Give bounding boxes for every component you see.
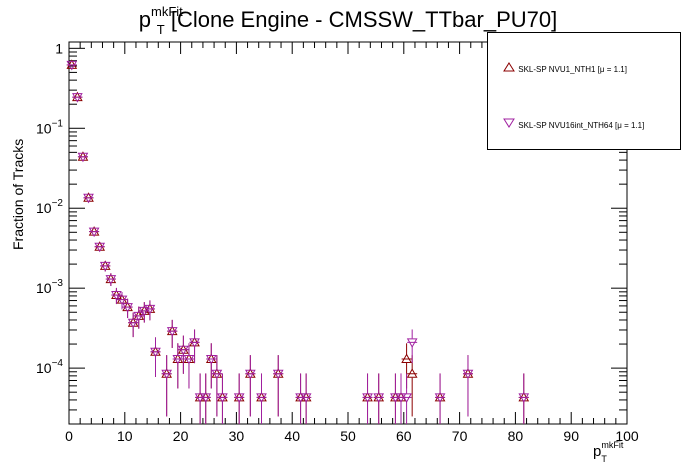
legend-entry-nvu16: SKL-SP NVU16int_NTH64 [μ = 1.1] [502,118,644,130]
data-point-nvu16 [105,275,117,285]
y-tick-label: 1 [55,40,63,56]
data-point-nvu16 [116,295,128,306]
data-point-nvu16 [172,355,184,365]
triangle-up-icon [503,62,515,72]
data-point-nvu1 [406,368,418,378]
data-point-nvu16 [233,393,245,403]
y-tick-label: 10−1 [36,118,63,136]
axis-ticks-layer: 0 10 20 30 40 50 60 70 80 90 100 10−4 10−3 10−2 10−1 1 [36,40,639,444]
data-point-nvu16 [183,355,195,365]
x-tick-label: 40 [284,428,300,444]
data-point-nvu16 [217,393,228,403]
data-point-nvu16 [88,227,100,238]
data-point-nvu16 [111,291,122,301]
data-point-nvu16 [150,347,161,358]
data-point-nvu16 [178,345,189,356]
x-axis-label: pmkFit T [593,440,623,464]
chart-title: pmkFit T [Clone Engine - CMSSW_TTbar_PU70… [0,4,696,37]
data-point-nvu16 [72,93,83,103]
legend: SKL-SP NVU1_NTH1 [μ = 1.1] SKL-SP NVU16i… [487,32,681,150]
data-point-nvu16 [161,369,173,380]
x-tick-label: 0 [65,428,73,444]
x-tick-label: 80 [508,428,524,444]
data-point-nvu16 [200,393,212,403]
data-point-nvu16 [166,327,178,337]
x-axis-label-main: p [593,443,602,460]
data-point-nvu16 [362,393,373,403]
data-point-nvu16 [66,60,78,71]
data-point-nvu16 [300,393,312,403]
title-superscript: mkFit [151,4,183,19]
data-point-nvu16 [189,338,200,348]
data-point-nvu16 [83,193,94,204]
title-rest: [Clone Engine - CMSSW_TTbar_PU70] [164,7,558,32]
x-tick-label: 70 [452,428,468,444]
x-tick-label: 50 [340,428,356,444]
data-point-nvu16 [138,306,150,317]
y-tick-label: 10−2 [36,198,63,216]
data-point-nvu16 [462,369,474,380]
data-point-nvu16 [256,393,267,403]
data-point-nvu16 [99,261,111,272]
data-point-nvu16 [205,355,217,365]
x-axis-label-sub: T [601,454,607,464]
data-point-nvu16 [272,369,284,380]
data-point-nvu16 [122,303,133,313]
data-markers-layer [66,59,530,424]
data-point-nvu16 [406,338,418,348]
data-point-nvu16 [434,393,446,403]
x-tick-label: 10 [117,428,133,444]
data-point-nvu16 [518,393,530,403]
data-point-nvu1 [401,353,412,364]
x-tick-label: 20 [173,428,189,444]
triangle-down-icon [503,118,515,128]
data-point-nvu16 [373,393,385,403]
data-point-nvu16 [77,152,89,163]
y-tick-label: 10−3 [36,278,63,296]
data-point-nvu16 [144,304,156,315]
x-tick-label: 100 [615,428,639,444]
data-point-nvu16 [133,311,145,322]
y-axis-label: Fraction of Tracks [10,138,26,250]
x-tick-label: 90 [563,428,579,444]
data-point-nvu16 [401,393,412,403]
data-point-nvu16 [94,242,106,253]
title-main: p [138,7,151,32]
data-point-nvu16 [127,318,139,329]
data-point-nvu16 [211,369,223,380]
x-axis-label-sup: mkFit [601,440,624,450]
x-tick-label: 60 [396,428,412,444]
legend-label-nvu1: SKL-SP NVU1_NTH1 [μ = 1.1] [518,65,627,74]
y-tick-label: 10−4 [36,358,63,376]
legend-entry-nvu1: SKL-SP NVU1_NTH1 [μ = 1.1] [502,62,627,74]
data-point-nvu16 [244,369,256,380]
x-tick-label: 30 [229,428,245,444]
title-subscript: T [156,22,165,37]
legend-label-nvu16: SKL-SP NVU16int_NTH64 [μ = 1.1] [518,121,645,130]
